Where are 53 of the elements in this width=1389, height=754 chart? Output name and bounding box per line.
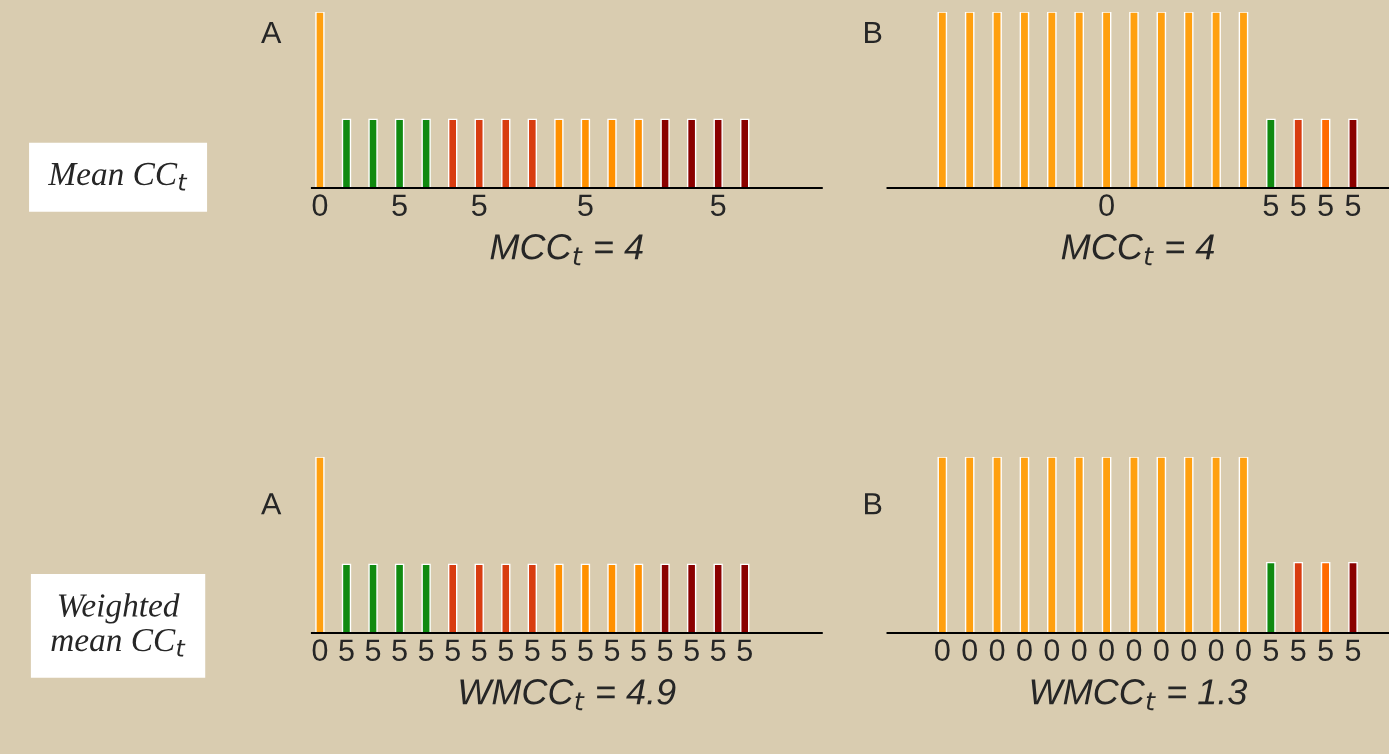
x-tick-label: 5: [1290, 639, 1306, 661]
text: Weighted mean CC$_{t}$: [51, 593, 186, 657]
x-tick-label: 5: [445, 639, 460, 661]
x-tick-label: 0: [1236, 639, 1251, 661]
x-tick-label: 5: [471, 639, 487, 661]
x-tick-label: 5: [339, 639, 354, 661]
chart-title: B: [865, 21, 882, 43]
x-tick-label: 0: [1208, 639, 1224, 661]
x-tick-label: 5: [1263, 639, 1279, 661]
x-tick-label: 5: [604, 639, 620, 661]
text: B: [865, 493, 882, 515]
x-tick-label: 0: [962, 639, 978, 661]
x-tick-label: 0: [1071, 639, 1087, 661]
x-tick-label: 5: [1345, 639, 1361, 661]
x-tick-label: 0: [1126, 639, 1142, 661]
x-tick-label: 5: [1290, 194, 1306, 216]
text: Mean CC$_{t}$: [48, 162, 188, 191]
x-tick-label: 0: [989, 639, 1005, 661]
x-tick-label: 0: [935, 639, 950, 661]
x-tick-label: 0: [1099, 194, 1114, 216]
x-axis-title: WMCC$_{t}$ = 4.9: [460, 679, 676, 711]
x-tick-label: 5: [657, 639, 673, 661]
x-tick-label: 0: [312, 194, 328, 216]
x-axis-title: WMCC$_{t}$ = 1.3: [1031, 679, 1248, 711]
x-tick-label: 0: [1017, 639, 1032, 661]
x-tick-label: 5: [684, 639, 699, 661]
x-axis-title: MCC$_{t}$ = 4: [490, 234, 643, 266]
x-tick-label: 0: [312, 639, 328, 661]
x-tick-label: 5: [578, 639, 593, 661]
x-tick-label: 5: [418, 639, 434, 661]
x-tick-label: 5: [1318, 194, 1333, 216]
x-tick-label: 5: [365, 639, 381, 661]
x-tick-label: 0: [1044, 639, 1060, 661]
x-tick-label: 5: [737, 639, 752, 661]
x-tick-label: 5: [578, 194, 593, 216]
x-tick-label: 5: [1345, 194, 1361, 216]
x-tick-label: 5: [710, 194, 726, 216]
x-tick-label: 5: [551, 639, 567, 661]
x-tick-label: 0: [1099, 639, 1114, 661]
x-tick-label: 5: [471, 194, 487, 216]
text: A: [261, 493, 282, 515]
x-tick-label: 0: [1181, 639, 1197, 661]
x-tick-label: 5: [710, 639, 726, 661]
x-tick-label: 5: [392, 194, 407, 216]
x-axis-title: MCC$_{t}$ = 4: [1061, 234, 1214, 266]
x-tick-label: 5: [1318, 639, 1333, 661]
x-tick-label: 0: [1154, 639, 1169, 661]
x-tick-label: 5: [1263, 194, 1279, 216]
x-tick-label: 5: [498, 639, 513, 661]
x-tick-label: 5: [392, 639, 407, 661]
x-tick-label: 5: [525, 639, 540, 661]
x-tick-label: 5: [631, 639, 646, 661]
chart-title: A: [261, 21, 282, 43]
